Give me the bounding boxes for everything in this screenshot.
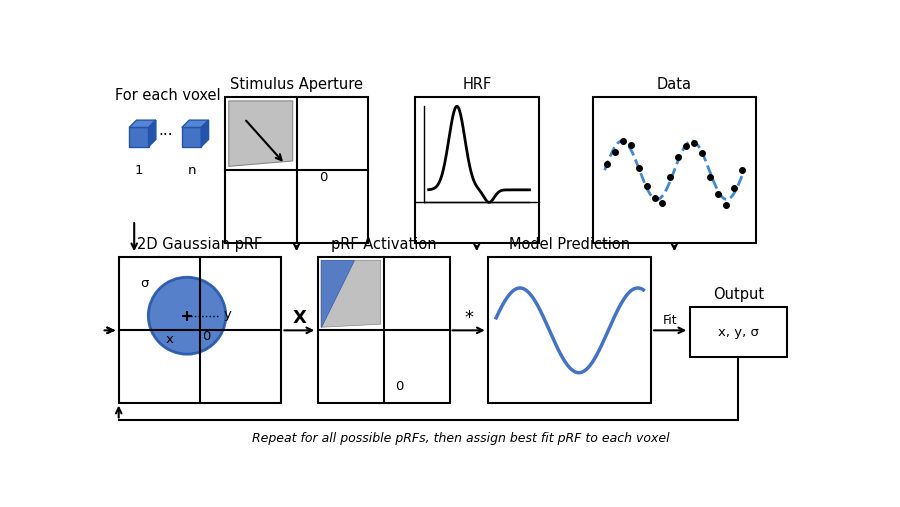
Point bbox=[608, 148, 622, 156]
Polygon shape bbox=[321, 260, 381, 327]
Point bbox=[734, 166, 749, 174]
Polygon shape bbox=[182, 120, 209, 127]
Point bbox=[695, 149, 709, 157]
Polygon shape bbox=[130, 120, 156, 127]
Text: Fit: Fit bbox=[663, 314, 678, 327]
Text: ···: ··· bbox=[158, 128, 173, 143]
Text: 0: 0 bbox=[202, 330, 211, 343]
Bar bbox=[415, 97, 539, 243]
Point bbox=[639, 182, 653, 190]
Text: X: X bbox=[292, 309, 307, 327]
Point bbox=[647, 194, 662, 202]
Text: 2D Gaussian pRF: 2D Gaussian pRF bbox=[138, 237, 263, 252]
Bar bbox=[690, 307, 787, 357]
Bar bbox=[119, 257, 282, 404]
Text: Model Prediction: Model Prediction bbox=[509, 237, 630, 252]
Bar bbox=[318, 257, 450, 404]
Text: 0: 0 bbox=[320, 171, 328, 185]
Polygon shape bbox=[182, 127, 202, 147]
Text: x, y, σ: x, y, σ bbox=[718, 326, 759, 339]
Text: Output: Output bbox=[713, 287, 764, 302]
Point bbox=[632, 164, 646, 172]
Text: n: n bbox=[187, 164, 196, 177]
Point bbox=[703, 172, 717, 180]
Polygon shape bbox=[321, 260, 354, 327]
Text: HRF: HRF bbox=[462, 77, 491, 92]
Text: x: x bbox=[166, 333, 174, 346]
Text: For each voxel: For each voxel bbox=[115, 88, 221, 103]
Text: y: y bbox=[223, 308, 231, 320]
Point bbox=[616, 137, 630, 145]
Text: Data: Data bbox=[657, 77, 692, 92]
Text: *: * bbox=[464, 309, 473, 327]
Bar bbox=[489, 257, 651, 404]
Text: pRF Activation: pRF Activation bbox=[331, 237, 436, 252]
Point bbox=[719, 201, 733, 209]
Polygon shape bbox=[202, 120, 209, 147]
Text: Stimulus Aperture: Stimulus Aperture bbox=[230, 77, 363, 92]
Point bbox=[711, 191, 725, 199]
Point bbox=[726, 184, 741, 192]
Point bbox=[599, 160, 614, 168]
Point bbox=[687, 138, 701, 147]
Text: 1: 1 bbox=[135, 164, 143, 177]
Point bbox=[655, 199, 670, 207]
Polygon shape bbox=[148, 120, 156, 147]
Text: Repeat for all possible pRFs, then assign best fit pRF to each voxel: Repeat for all possible pRFs, then assig… bbox=[252, 432, 670, 445]
Point bbox=[624, 141, 638, 150]
Polygon shape bbox=[229, 101, 292, 166]
Bar bbox=[593, 97, 756, 243]
Text: σ: σ bbox=[140, 277, 148, 290]
Point bbox=[663, 173, 678, 181]
Circle shape bbox=[148, 277, 226, 354]
Bar bbox=[225, 97, 368, 243]
Polygon shape bbox=[130, 127, 148, 147]
Point bbox=[680, 142, 694, 151]
Text: 0: 0 bbox=[395, 380, 403, 393]
Point bbox=[671, 153, 686, 161]
